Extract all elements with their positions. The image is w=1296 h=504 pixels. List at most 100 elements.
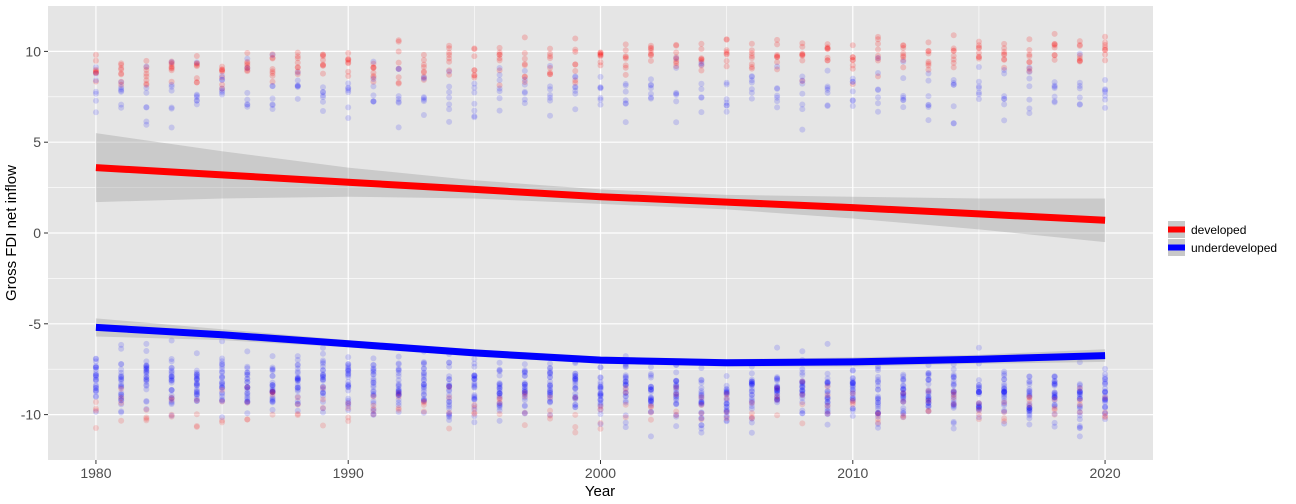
scatter-point: [1001, 50, 1008, 57]
scatter-point: [521, 67, 528, 74]
scatter-point: [799, 384, 806, 391]
scatter-point: [294, 373, 301, 380]
scatter-point: [975, 400, 982, 407]
scatter-point: [547, 415, 554, 422]
scatter-point: [345, 417, 352, 424]
scatter-point: [92, 424, 99, 431]
scatter-point: [547, 399, 554, 406]
scatter-point: [647, 374, 654, 381]
scatter-point: [849, 367, 856, 374]
scatter-point: [900, 386, 907, 393]
scatter-point: [420, 95, 427, 102]
scatter-point: [698, 67, 705, 74]
scatter-point: [748, 395, 755, 402]
scatter-point: [925, 376, 932, 383]
scatter-point: [244, 375, 251, 382]
scatter-point: [193, 386, 200, 393]
scatter-point: [597, 49, 604, 56]
scatter-point: [900, 393, 907, 400]
scatter-point: [975, 42, 982, 49]
scatter-point: [521, 410, 528, 417]
scatter-point: [748, 86, 755, 93]
scatter-point: [244, 60, 251, 67]
scatter-point: [622, 393, 629, 400]
scatter-point: [370, 371, 377, 378]
scatter-point: [420, 96, 427, 103]
scatter-point: [496, 55, 503, 62]
scatter-point: [622, 41, 629, 48]
scatter-point: [900, 398, 907, 405]
scatter-point: [723, 50, 730, 57]
scatter-point: [244, 416, 251, 423]
scatter-point: [1001, 95, 1008, 102]
scatter-point: [1026, 64, 1033, 71]
scatter-point: [1051, 402, 1058, 409]
scatter-point: [420, 365, 427, 372]
scatter-point: [572, 83, 579, 90]
scatter-point: [395, 377, 402, 384]
scatter-point: [420, 64, 427, 71]
scatter-point: [143, 121, 150, 128]
scatter-point: [597, 411, 604, 418]
scatter-point: [370, 400, 377, 407]
scatter-point: [1051, 391, 1058, 398]
scatter-point: [647, 397, 654, 404]
scatter-point: [1026, 406, 1033, 413]
scatter-point: [92, 88, 99, 95]
scatter-point: [471, 114, 478, 121]
scatter-point: [370, 72, 377, 79]
scatter-point: [118, 84, 125, 91]
scatter-point: [597, 406, 604, 413]
scatter-point: [370, 405, 377, 412]
scatter-point: [446, 398, 453, 405]
scatter-point: [496, 49, 503, 56]
scatter-point: [900, 97, 907, 104]
scatter-point: [1051, 394, 1058, 401]
scatter-point: [521, 379, 528, 386]
scatter-point: [875, 413, 882, 420]
scatter-point: [647, 85, 654, 92]
scatter-point: [1076, 388, 1083, 395]
scatter-point: [1076, 393, 1083, 400]
scatter-point: [597, 425, 604, 432]
scatter-point: [496, 399, 503, 406]
scatter-point: [875, 409, 882, 416]
scatter-point: [471, 67, 478, 74]
scatter-point: [547, 55, 554, 62]
scatter-point: [269, 379, 276, 386]
scatter-point: [521, 388, 528, 395]
scatter-point: [269, 70, 276, 77]
scatter-point: [673, 400, 680, 407]
scatter-point: [319, 374, 326, 381]
scatter-point: [1001, 381, 1008, 388]
scatter-point: [370, 382, 377, 389]
scatter-point: [395, 373, 402, 380]
scatter-point: [622, 393, 629, 400]
scatter-point: [1026, 394, 1033, 401]
scatter-point: [925, 397, 932, 404]
scatter-point: [168, 395, 175, 402]
scatter-point: [92, 383, 99, 390]
scatter-point: [597, 379, 604, 386]
scatter-point: [420, 370, 427, 377]
scatter-point: [294, 356, 301, 363]
scatter-point: [269, 366, 276, 373]
scatter-point: [471, 419, 478, 426]
scatter-point: [420, 51, 427, 58]
scatter-point: [748, 95, 755, 102]
scatter-point: [370, 365, 377, 372]
scatter-point: [294, 362, 301, 369]
scatter-point: [925, 50, 932, 57]
scatter-point: [824, 378, 831, 385]
scatter-point: [143, 80, 150, 87]
scatter-point: [1026, 392, 1033, 399]
scatter-point: [92, 366, 99, 373]
scatter-point: [446, 359, 453, 366]
scatter-point: [799, 395, 806, 402]
scatter-point: [1026, 105, 1033, 112]
scatter-point: [168, 367, 175, 374]
scatter-point: [950, 79, 957, 86]
scatter-point: [219, 68, 226, 75]
scatter-point: [1076, 82, 1083, 89]
scatter-point: [799, 90, 806, 97]
